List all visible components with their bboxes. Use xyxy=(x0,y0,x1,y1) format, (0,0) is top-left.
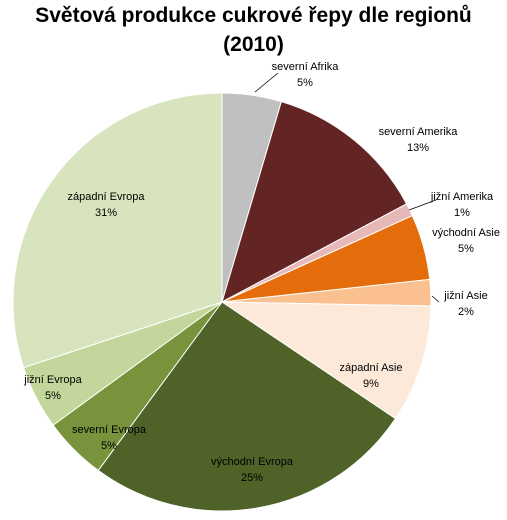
slice-category-label: východní Evropa xyxy=(211,456,294,468)
slice-category-label: jižní Asie xyxy=(443,290,487,302)
slice-category-label: západní Evropa xyxy=(67,191,145,203)
chart-title: Světová produkce cukrové řepy dle region… xyxy=(35,4,472,27)
chart-subtitle-year: (2010) xyxy=(223,33,284,56)
leader-line xyxy=(408,199,437,211)
pie-slice xyxy=(220,301,432,420)
slice-category-label: jižní Evropa xyxy=(23,374,82,386)
leader-line xyxy=(431,295,440,303)
slice-percent-label: 5% xyxy=(458,243,474,255)
leader-lines xyxy=(254,72,440,303)
slice-category-label: východní Asie xyxy=(432,227,500,239)
slice-percent-label: 31% xyxy=(95,207,117,219)
slice-category-label: západní Asie xyxy=(340,362,403,374)
slice-percent-label: 9% xyxy=(363,378,379,390)
slice-percent-label: 1% xyxy=(454,207,470,219)
slice-category-label: severní Evropa xyxy=(72,424,147,436)
pie-slice xyxy=(221,100,408,304)
slice-percent-label: 2% xyxy=(458,306,474,318)
slice-category-label: severní Afrika xyxy=(272,61,340,73)
slice-percent-label: 5% xyxy=(297,77,313,89)
slice-percent-label: 5% xyxy=(101,440,117,452)
leader-line xyxy=(254,72,279,93)
slice-category-label: severní Amerika xyxy=(379,126,459,138)
slice-percent-label: 13% xyxy=(407,142,429,154)
slice-percent-label: 5% xyxy=(45,390,61,402)
pie-slice xyxy=(12,92,223,369)
pie-slices xyxy=(12,92,432,512)
pie-slice xyxy=(97,301,397,512)
slice-category-label: jižní Amerika xyxy=(430,191,494,203)
slice-percent-label: 25% xyxy=(241,472,263,484)
slice-labels: severní Afrika 5% severní Amerika 13% jižní … xyxy=(23,61,500,484)
